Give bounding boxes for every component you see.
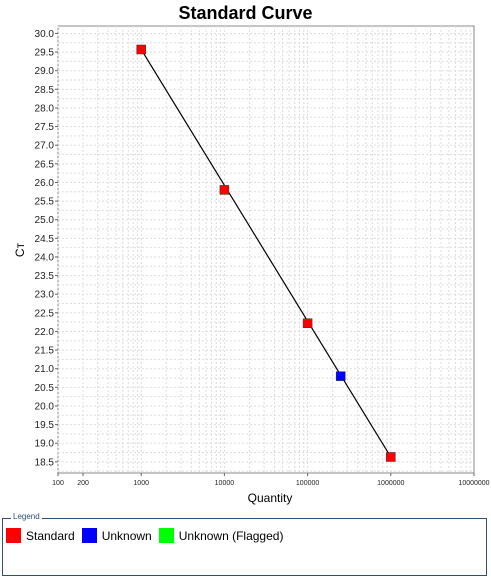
legend-label-unknown-flagged: Unknown (Flagged) [178, 528, 284, 543]
y-tick-label: 19.0 [35, 439, 55, 450]
standard-curve-trendline [140, 49, 392, 458]
y-tick-label: 27.5 [35, 122, 55, 133]
y-tick-label: 21.5 [35, 346, 55, 357]
x-tick-label: 200 [77, 480, 89, 487]
y-tick-label: 29.0 [35, 66, 55, 77]
y-tick-label: 28.0 [35, 103, 55, 114]
trendline-group [140, 49, 392, 458]
legend-panel: Legend Standard Unknown Unknown (Flagged… [2, 512, 487, 576]
y-tick-label: 25.5 [35, 197, 55, 208]
standard-point [386, 452, 396, 462]
y-tick-label: 21.0 [35, 364, 55, 375]
legend-label-standard: Standard [26, 528, 75, 543]
data-points [136, 44, 396, 462]
y-tick-label: 22.0 [35, 327, 55, 338]
x-tick-label: 1000 [133, 480, 149, 487]
chart-title: Standard Curve [178, 3, 313, 23]
y-tick-label: 29.5 [35, 48, 55, 59]
y-tick-label: 23.0 [35, 290, 55, 301]
x-tick-label: 100000 [296, 480, 319, 487]
y-tick-label: 20.5 [35, 383, 55, 394]
legend-item-unknown: Unknown [81, 528, 152, 543]
legend-swatch-standard [6, 528, 21, 543]
y-tick-label: 24.0 [35, 252, 55, 263]
legend-item-standard: Standard [6, 528, 75, 543]
legend-label-unknown: Unknown [101, 528, 152, 543]
plot-area [57, 25, 475, 474]
legend-swatch-unknown-flagged [158, 528, 174, 543]
x-tick-label: 10000000 [458, 480, 489, 487]
legend-swatch-unknown [81, 528, 97, 543]
x-axis-label: Quantity [248, 491, 293, 505]
standard-point [302, 318, 313, 329]
axis-ticks: 18.5 19.0 19.5 20.0 20.5 21.0 21.5 22.0 22.5 23.0… [35, 29, 490, 487]
y-tick-label: 27.0 [35, 141, 55, 152]
legend-title: Legend [11, 512, 42, 521]
y-axis-label: Cᴛ [13, 242, 27, 257]
y-tick-label: 25.0 [35, 215, 55, 226]
x-tick-label: 1000000 [377, 480, 404, 487]
y-tick-label: 18.5 [35, 457, 55, 468]
y-tick-label: 26.5 [35, 159, 55, 170]
y-tick-label: 20.0 [35, 401, 55, 412]
y-tick-label: 26.0 [35, 178, 55, 189]
y-tick-label: 19.5 [35, 420, 55, 431]
y-tick-label: 30.0 [35, 29, 55, 40]
standard-point [136, 44, 146, 55]
legend-items: Standard Unknown Unknown (Flagged) [6, 528, 290, 543]
unknown-point [335, 371, 346, 381]
x-tick-label: 100 [52, 480, 64, 487]
grid-lines [57, 26, 474, 473]
y-tick-label: 23.5 [35, 271, 55, 282]
legend-item-unknown-flagged: Unknown (Flagged) [158, 528, 284, 543]
standard-point [219, 185, 230, 195]
standard-curve-chart: 18.5 19.0 19.5 20.0 20.5 21.0 21.5 22.0 22.5 23.0… [13, 25, 490, 505]
x-tick-label: 10000 [215, 480, 235, 487]
y-tick-label: 22.5 [35, 308, 55, 319]
y-tick-label: 28.5 [35, 85, 55, 96]
y-tick-label: 24.5 [35, 234, 55, 245]
